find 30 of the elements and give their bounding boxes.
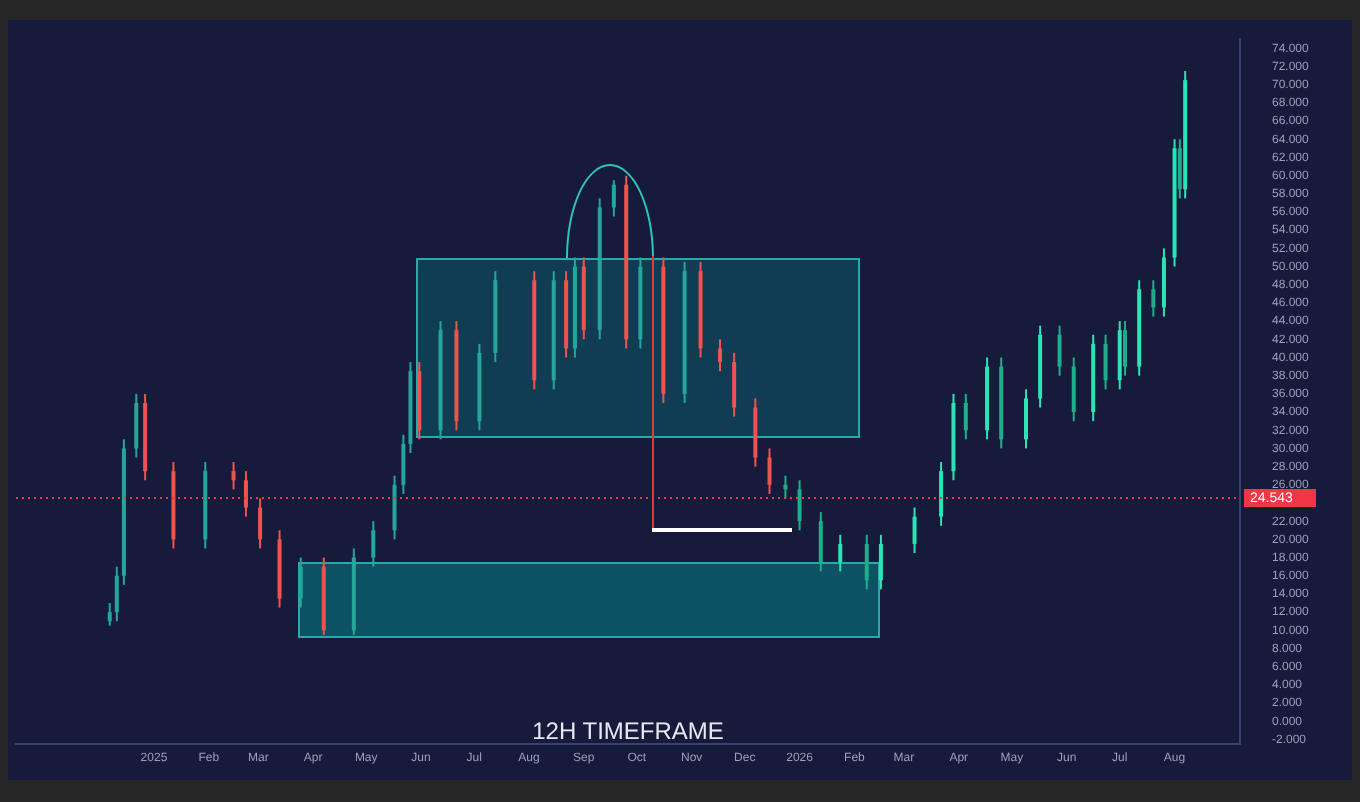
candlestick: [1177, 138, 1182, 200]
candlestick: [134, 392, 139, 459]
candlestick: [114, 565, 119, 623]
candlestick: [298, 556, 303, 609]
candlestick: [392, 474, 397, 541]
candlestick: [401, 433, 406, 495]
candlestick: [864, 533, 869, 591]
candlestick: [243, 470, 248, 518]
candlestick: [912, 506, 917, 555]
candlestick: [767, 447, 772, 495]
candlestick: [107, 602, 112, 627]
candlestick: [963, 392, 968, 441]
candlestick: [878, 533, 883, 591]
annotation: 12H TIMEFRAME: [532, 716, 724, 745]
candlestick: [717, 338, 722, 373]
candlestick: [371, 520, 376, 568]
candlestick: [611, 179, 616, 218]
candlestick: [1123, 320, 1128, 377]
candlestick: [1023, 388, 1028, 450]
candlestick: [818, 511, 823, 573]
candlestick: [939, 461, 944, 527]
candlestick: [258, 497, 263, 550]
candlestick: [1071, 356, 1076, 423]
candlestick: [732, 351, 737, 418]
candlestick: [1057, 324, 1062, 377]
candlestick: [231, 461, 236, 491]
candlestick: [838, 533, 843, 573]
candlestick: [1151, 279, 1156, 318]
candlestick: [797, 479, 802, 532]
candlestick: [1103, 333, 1108, 391]
